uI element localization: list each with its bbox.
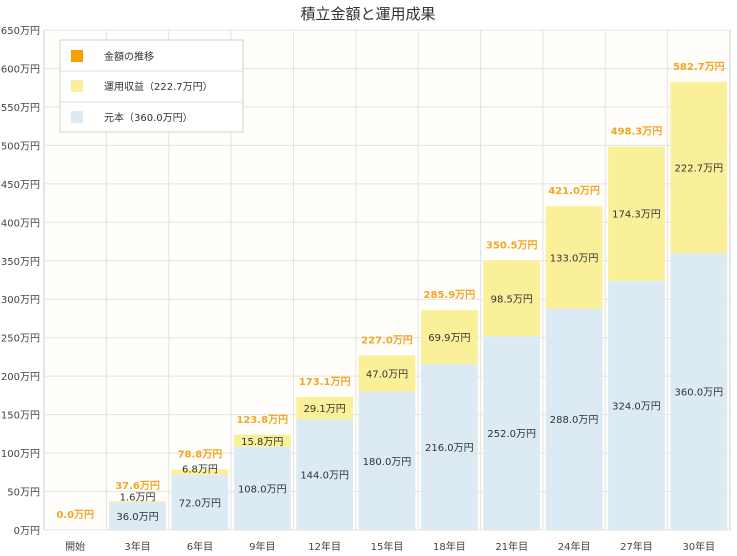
legend-label-trend: 金額の推移 xyxy=(104,50,154,63)
legend-swatch-trend xyxy=(71,50,83,62)
bar-principal xyxy=(296,419,354,530)
bar-principal xyxy=(483,336,541,530)
returns-label: 133.0万円 xyxy=(550,253,599,264)
bar-principal xyxy=(670,253,728,531)
total-label: 350.5万円 xyxy=(486,239,538,251)
bar-returns xyxy=(483,260,541,337)
legend-swatch-returns xyxy=(71,80,83,92)
bar-principal xyxy=(358,391,416,530)
principal-label: 216.0万円 xyxy=(425,443,474,454)
y-axis: 0万円 50万円 100万円 150万円 200万円 250万円 300万円 350万円 400… xyxy=(1,26,40,537)
y-tick-label: 0万円 xyxy=(14,526,40,537)
principal-label: 324.0万円 xyxy=(612,401,661,412)
principal-label: 108.0万円 xyxy=(238,484,287,495)
total-label: 123.8万円 xyxy=(236,414,288,426)
bar-returns xyxy=(420,310,478,364)
principal-label: 252.0万円 xyxy=(487,429,536,440)
x-tick-label: 9年目 xyxy=(249,540,275,553)
principal-label: 36.0万円 xyxy=(116,512,158,523)
legend-label-returns: 運用収益（222.7万円） xyxy=(104,80,213,93)
principal-label: 360.0万円 xyxy=(674,388,723,399)
total-label: 285.9万円 xyxy=(424,289,476,301)
y-tick-label: 600万円 xyxy=(1,64,40,75)
principal-label: 180.0万円 xyxy=(363,457,412,468)
y-tick-label: 300万円 xyxy=(1,295,40,306)
x-tick-label: 24年目 xyxy=(558,540,591,553)
bar-returns xyxy=(109,501,166,503)
bar-principal xyxy=(171,474,229,530)
x-tick-label: 3年目 xyxy=(124,540,150,553)
returns-label: 47.0万円 xyxy=(366,369,408,380)
x-axis: 開始 3年目 6年目 9年目 12年目 15年目 18年目 21年目 24年目 27年目 30年目 xyxy=(65,540,715,553)
bar-principal xyxy=(233,446,291,530)
y-tick-label: 100万円 xyxy=(1,449,40,460)
total-label: 421.0万円 xyxy=(548,185,600,197)
y-tick-label: 350万円 xyxy=(1,257,40,268)
y-tick-label: 50万円 xyxy=(7,488,40,499)
y-tick-label: 200万円 xyxy=(1,372,40,383)
total-label: 78.8万円 xyxy=(178,448,223,460)
total-label: 582.7万円 xyxy=(673,61,725,73)
total-label: 37.6万円 xyxy=(115,480,160,492)
bar-principal xyxy=(545,308,603,530)
principal-label: 144.0万円 xyxy=(300,471,349,482)
total-label: 0.0万円 xyxy=(56,509,94,521)
bar-returns xyxy=(171,469,229,475)
returns-label: 6.8万円 xyxy=(182,465,218,476)
total-label: 173.1万円 xyxy=(299,376,351,388)
bar-principal xyxy=(109,502,166,530)
bar-principal xyxy=(420,363,478,530)
y-tick-label: 150万円 xyxy=(1,411,40,422)
returns-label: 29.1万円 xyxy=(304,404,346,415)
x-tick-label: 27年目 xyxy=(620,540,653,553)
total-label: 227.0万円 xyxy=(361,334,413,346)
legend-swatch-principal xyxy=(71,111,83,123)
returns-label: 98.5万円 xyxy=(491,294,533,305)
bar-returns xyxy=(608,146,665,281)
y-tick-label: 450万円 xyxy=(1,180,40,191)
bar-returns xyxy=(358,355,416,392)
returns-label: 1.6万円 xyxy=(120,492,156,503)
y-tick-label: 400万円 xyxy=(1,218,40,229)
legend-label-principal: 元本（360.0万円） xyxy=(104,111,193,124)
legend: 金額の推移 運用収益（222.7万円） 元本（360.0万円） xyxy=(59,39,244,133)
legend-box xyxy=(59,39,244,133)
returns-label: 69.9万円 xyxy=(428,333,470,344)
returns-label: 222.7万円 xyxy=(674,163,723,174)
chart-title: 積立金額と運用成果 xyxy=(300,5,435,23)
returns-label: 15.8万円 xyxy=(241,437,283,448)
principal-label: 72.0万円 xyxy=(179,498,221,509)
x-tick-label: 6年目 xyxy=(187,540,213,553)
bar-returns xyxy=(545,206,603,309)
bar-returns xyxy=(670,81,728,254)
returns-label: 174.3万円 xyxy=(612,210,661,221)
x-tick-label: 18年目 xyxy=(433,540,466,553)
x-tick-label: 30年目 xyxy=(682,540,715,553)
bar-returns xyxy=(296,396,354,420)
x-tick-label: 21年目 xyxy=(495,540,528,553)
bar-returns xyxy=(233,434,291,447)
y-tick-label: 550万円 xyxy=(1,103,40,114)
y-tick-label: 500万円 xyxy=(1,141,40,152)
x-tick-label: 開始 xyxy=(65,540,85,553)
y-tick-label: 250万円 xyxy=(1,334,40,345)
x-tick-label: 12年目 xyxy=(308,540,341,553)
x-tick-label: 15年目 xyxy=(371,540,404,553)
bar-principal xyxy=(608,280,665,530)
total-label: 498.3万円 xyxy=(611,126,663,138)
y-tick-label: 650万円 xyxy=(1,26,40,37)
principal-label: 288.0万円 xyxy=(550,415,599,426)
